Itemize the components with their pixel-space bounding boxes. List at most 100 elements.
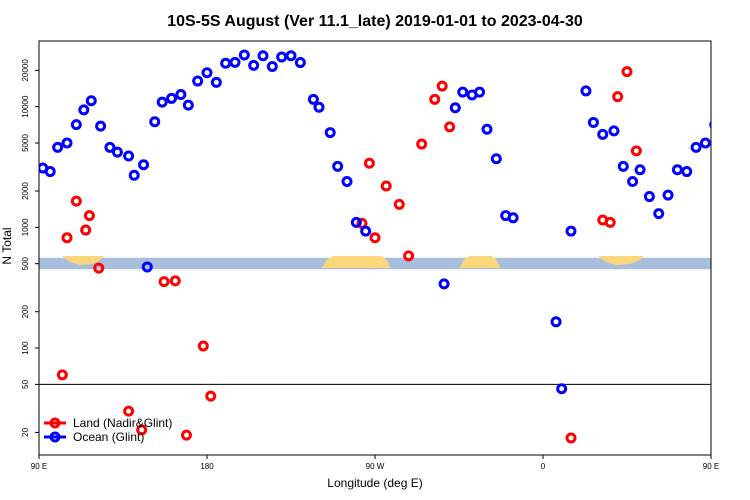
land-point bbox=[197, 340, 209, 352]
plot-frame bbox=[38, 40, 712, 456]
ocean-point bbox=[52, 141, 64, 153]
land-point bbox=[123, 405, 135, 417]
map-land-africa bbox=[460, 256, 500, 268]
land-point bbox=[80, 224, 92, 236]
y-tick-label: 10000 bbox=[21, 95, 30, 118]
ocean-point bbox=[95, 120, 107, 132]
land-point bbox=[429, 93, 441, 105]
land-point bbox=[403, 250, 415, 262]
y-tick-label: 5000 bbox=[21, 134, 30, 152]
ocean-point bbox=[565, 225, 577, 237]
ocean-point bbox=[718, 106, 726, 114]
ocean-point bbox=[550, 316, 562, 328]
ocean-point bbox=[449, 102, 461, 114]
legend-land-marker bbox=[49, 417, 61, 429]
ocean-point bbox=[266, 61, 278, 73]
ocean-point bbox=[699, 137, 711, 149]
ocean-point bbox=[313, 101, 325, 113]
land-point bbox=[744, 234, 750, 242]
ocean-point bbox=[104, 141, 116, 153]
ocean-point bbox=[257, 50, 269, 62]
ocean-point bbox=[556, 383, 568, 395]
map-land-south-america bbox=[322, 256, 390, 268]
ocean-point bbox=[229, 56, 241, 68]
ocean-point bbox=[735, 122, 743, 130]
ocean-point bbox=[70, 119, 82, 131]
ocean-point bbox=[111, 146, 123, 158]
ocean-point bbox=[360, 225, 372, 237]
land-point bbox=[93, 262, 105, 274]
x-tick-label: 90 W bbox=[366, 462, 385, 471]
ocean-point bbox=[138, 159, 150, 171]
ocean-point bbox=[324, 127, 336, 139]
land-point bbox=[70, 195, 82, 207]
ocean-point bbox=[201, 67, 213, 79]
ocean-point bbox=[587, 116, 599, 128]
ocean-point bbox=[709, 120, 711, 129]
y-tick-label: 200 bbox=[21, 305, 30, 319]
ocean-point bbox=[580, 85, 592, 97]
chart-title: 10S-5S August (Ver 11.1_late) 2019-01-01… bbox=[167, 13, 583, 30]
ocean-point bbox=[474, 86, 486, 98]
ocean-point bbox=[744, 143, 750, 151]
y-tick-label: 20 bbox=[21, 427, 30, 436]
ocean-point bbox=[44, 166, 56, 178]
ocean-point bbox=[85, 95, 97, 107]
land-point bbox=[604, 216, 616, 228]
x-tick-label: 90 E bbox=[703, 462, 719, 471]
ocean-point bbox=[438, 278, 450, 290]
ocean-point bbox=[61, 137, 73, 149]
ocean-point bbox=[490, 153, 502, 165]
map-strip bbox=[39, 256, 711, 270]
ocean-point bbox=[156, 96, 168, 108]
ocean-point bbox=[681, 166, 693, 178]
ocean-point bbox=[182, 99, 194, 111]
ocean-point bbox=[294, 57, 306, 69]
land-point bbox=[61, 232, 73, 244]
land-point bbox=[205, 390, 217, 402]
ocean-point bbox=[307, 93, 319, 105]
x-axis-label: Longitude (deg E) bbox=[327, 476, 422, 490]
ocean-point bbox=[617, 160, 629, 172]
ocean-point bbox=[457, 86, 469, 98]
ocean-point bbox=[726, 97, 734, 105]
legend-land-label: Land (Nadir&Glint) bbox=[73, 416, 172, 430]
ocean-point bbox=[123, 150, 135, 162]
land-point bbox=[56, 369, 68, 381]
x-tick-label: 180 bbox=[200, 462, 214, 471]
land-point bbox=[158, 276, 170, 288]
legend: Land (Nadir&Glint) Ocean (Glint) bbox=[44, 416, 172, 444]
ocean-point bbox=[210, 76, 222, 88]
land-point bbox=[741, 371, 749, 379]
y-tick-label: 1000 bbox=[21, 218, 30, 236]
ocean-point bbox=[276, 51, 288, 63]
y-tick-label: 500 bbox=[21, 256, 30, 270]
ocean-point bbox=[238, 49, 250, 61]
ocean-point bbox=[175, 89, 187, 101]
y-axis: 20 50 100 200 500 1000 2000 5000 10000 20000 bbox=[21, 59, 39, 437]
ocean-point bbox=[285, 50, 297, 62]
ocean-point bbox=[634, 164, 646, 176]
x-tick-label: 0 bbox=[541, 462, 546, 471]
legend-ocean-label: Ocean (Glint) bbox=[73, 430, 144, 444]
ocean-point bbox=[481, 123, 493, 135]
ocean-point bbox=[149, 116, 161, 128]
land-point bbox=[380, 180, 392, 192]
land-point bbox=[180, 429, 192, 441]
ocean-point bbox=[332, 160, 344, 172]
land-point bbox=[621, 66, 633, 78]
ocean-point bbox=[220, 57, 232, 69]
ocean-point bbox=[78, 104, 90, 116]
ocean-point bbox=[166, 92, 178, 104]
map-land-australia-east bbox=[598, 256, 644, 265]
ocean-point bbox=[248, 59, 260, 71]
ocean-point bbox=[141, 261, 153, 273]
ocean-point bbox=[643, 191, 655, 203]
land-point bbox=[363, 157, 375, 169]
ocean-point bbox=[350, 216, 362, 228]
y-tick-label: 2000 bbox=[21, 182, 30, 200]
ocean-point bbox=[597, 128, 609, 140]
land-point bbox=[612, 91, 624, 103]
